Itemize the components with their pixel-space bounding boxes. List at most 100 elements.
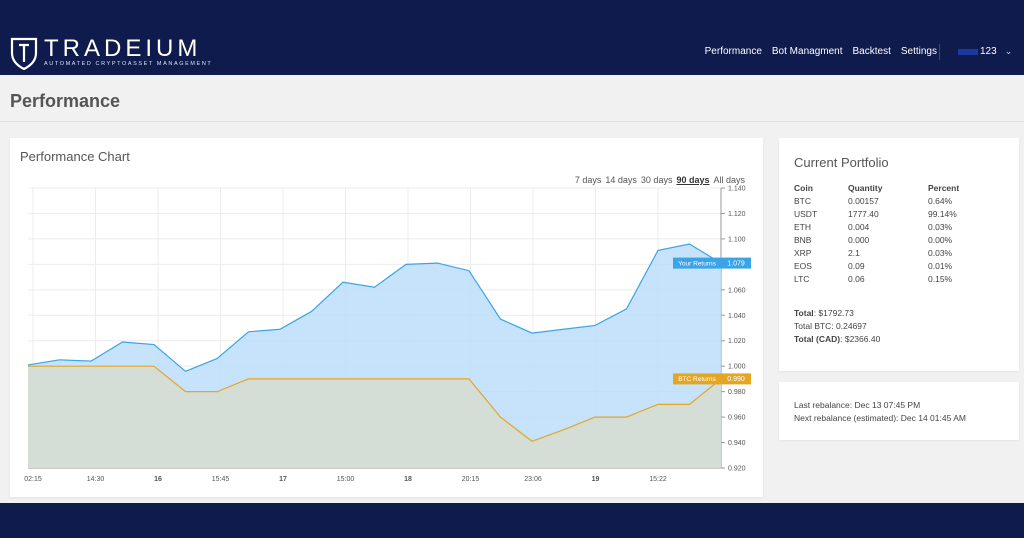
user-menu[interactable]: 123 ⌄ xyxy=(958,46,1012,57)
your-returns-line xyxy=(27,243,722,372)
performance-chart-card: 02:15 14:30 16 15:45 17 15:00 18 20:15 23:06 19 15… xyxy=(10,138,763,497)
chart-title: Performance Chart xyxy=(20,149,130,164)
nav-settings[interactable]: Settings xyxy=(900,46,937,57)
x-tick-label: 02:15 xyxy=(24,476,42,483)
x-tick-label: 20:15 xyxy=(462,476,480,483)
current-portfolio-card: Current Portfolio Coin Quantity Percent … xyxy=(779,138,1019,371)
y-tick-label: 1.100 xyxy=(728,236,746,243)
rebalance-card: Last rebalance: Dec 13 07:45 PM Next reb… xyxy=(779,382,1019,440)
series-value-label: 1.079 xyxy=(727,260,745,267)
x-tick-label: 16 xyxy=(154,476,162,483)
quantity-cell: 1777.40 xyxy=(848,208,879,219)
x-tick-label: 14:30 xyxy=(87,476,105,483)
logo-name: TRADEIUM xyxy=(44,35,202,62)
column-header-quantity: Quantity xyxy=(848,182,883,193)
range-30-days[interactable]: 30 days xyxy=(640,175,673,185)
last-rebalance: Last rebalance: Dec 13 07:45 PM xyxy=(794,400,921,410)
table-row: BNB 0.000 0.00% xyxy=(794,233,998,246)
table-row: EOS 0.09 0.01% xyxy=(794,259,998,272)
series-value-badge xyxy=(721,257,751,269)
btc-returns-line xyxy=(28,365,722,442)
series-value-badge xyxy=(721,373,751,385)
coin-cell: ETH xyxy=(794,221,811,232)
total-btc: Total BTC: 0.24697 xyxy=(794,321,867,331)
nav-bot-management[interactable]: Bot Managment xyxy=(771,46,843,57)
x-tick-label: 15:22 xyxy=(649,476,667,483)
percent-cell: 0.03% xyxy=(928,247,953,258)
shield-logo-icon xyxy=(10,37,38,70)
percent-cell: 0.64% xyxy=(928,195,953,206)
user-label: 123 xyxy=(980,46,997,57)
nav-performance[interactable]: Performance xyxy=(704,46,762,57)
coin-cell: XRP xyxy=(794,247,812,258)
series-name-label: BTC Returns xyxy=(678,376,716,383)
y-tick-label: 0.960 xyxy=(728,415,746,422)
x-tick-label: 18 xyxy=(404,476,412,483)
y-tick-label: 1.040 xyxy=(728,313,746,320)
percent-cell: 0.00% xyxy=(928,234,953,245)
table-row: ETH 0.004 0.03% xyxy=(794,220,998,233)
y-tick-label: 1.120 xyxy=(728,211,746,218)
quantity-cell: 2.1 xyxy=(848,247,860,258)
coin-cell: BTC xyxy=(794,195,811,206)
x-tick-label: 19 xyxy=(592,476,600,483)
y-tick-label: 1.140 xyxy=(728,186,746,193)
brand-logo[interactable]: TRADEIUM AUTOMATED CRYPTOASSET MANAGEMEN… xyxy=(10,36,212,70)
quantity-cell: 0.004 xyxy=(848,221,870,232)
column-header-percent: Percent xyxy=(928,182,960,193)
portfolio-title: Current Portfolio xyxy=(794,155,889,170)
x-tick-label: 15:45 xyxy=(212,476,230,483)
top-navbar: TRADEIUM AUTOMATED CRYPTOASSET MANAGEMEN… xyxy=(0,0,1024,75)
quantity-cell: 0.00157 xyxy=(848,195,879,206)
table-row: XRP 2.1 0.03% xyxy=(794,246,998,259)
x-tick-label: 23:06 xyxy=(524,476,542,483)
coin-cell: BNB xyxy=(794,234,812,245)
y-tick-label: 0.920 xyxy=(728,466,746,473)
percent-cell: 99.14% xyxy=(928,208,957,219)
range-selector: 7 days 14 days 30 days 90 days All days xyxy=(575,175,745,185)
page-title: Performance xyxy=(10,91,121,111)
main-nav: Performance Bot Managment Backtest Setti… xyxy=(705,46,937,57)
y-tick-label: 0.980 xyxy=(728,389,746,396)
percent-cell: 0.15% xyxy=(928,273,953,284)
series-value-label: 0.990 xyxy=(727,376,745,383)
portfolio-table: Coin Quantity Percent BTC 0.00157 0.64% US… xyxy=(794,181,998,285)
percent-cell: 0.03% xyxy=(928,221,953,232)
range-7-days[interactable]: 7 days xyxy=(574,175,602,185)
user-avatar xyxy=(958,48,978,55)
y-tick-label: 1.020 xyxy=(728,338,746,345)
column-header-coin: Coin xyxy=(794,182,813,193)
nav-divider xyxy=(939,44,940,60)
quantity-cell: 0.09 xyxy=(848,260,865,271)
y-tick-label: 1.060 xyxy=(728,287,746,294)
nav-backtest[interactable]: Backtest xyxy=(852,46,891,57)
page-header: Performance xyxy=(0,75,1024,122)
quantity-cell: 0.000 xyxy=(848,234,870,245)
coin-cell: USDT xyxy=(794,208,818,219)
next-rebalance: Next rebalance (estimated): Dec 14 01:45… xyxy=(794,413,966,423)
table-row: BTC 0.00157 0.64% xyxy=(794,194,998,207)
range-14-days[interactable]: 14 days xyxy=(605,175,637,185)
total-cad: Total (CAD): $2366.40 xyxy=(794,334,881,344)
page-body: Performance 02:15 14:30 16 15:45 17 15:00 18 20… xyxy=(0,75,1024,503)
table-header-row: Coin Quantity Percent xyxy=(794,181,998,194)
table-row: USDT 1777.40 99.14% xyxy=(794,207,998,220)
range-all-days[interactable]: All days xyxy=(713,175,745,185)
table-row: LTC 0.06 0.15% xyxy=(794,272,998,285)
series-name-badge xyxy=(673,257,721,269)
x-tick-label: 17 xyxy=(279,476,287,483)
your-returns-end-label: Your Returns 1.079 xyxy=(673,257,751,269)
coin-cell: EOS xyxy=(794,260,812,271)
coin-cell: LTC xyxy=(794,273,810,284)
btc-returns-end-label: BTC Returns 0.990 xyxy=(673,373,751,385)
range-90-days[interactable]: 90 days xyxy=(676,175,710,185)
x-tick-label: 15:00 xyxy=(337,476,355,483)
performance-chart[interactable]: 02:15 14:30 16 15:45 17 15:00 18 20:15 23:06 19 15… xyxy=(10,138,763,497)
total-usd: Total: $1792.73 xyxy=(794,308,854,318)
quantity-cell: 0.06 xyxy=(848,273,865,284)
chevron-down-icon: ⌄ xyxy=(1004,46,1013,56)
series-name-label: Your Returns xyxy=(678,260,716,267)
percent-cell: 0.01% xyxy=(928,260,953,271)
logo-tagline: AUTOMATED CRYPTOASSET MANAGEMENT xyxy=(44,61,213,67)
series-name-badge xyxy=(673,373,721,385)
